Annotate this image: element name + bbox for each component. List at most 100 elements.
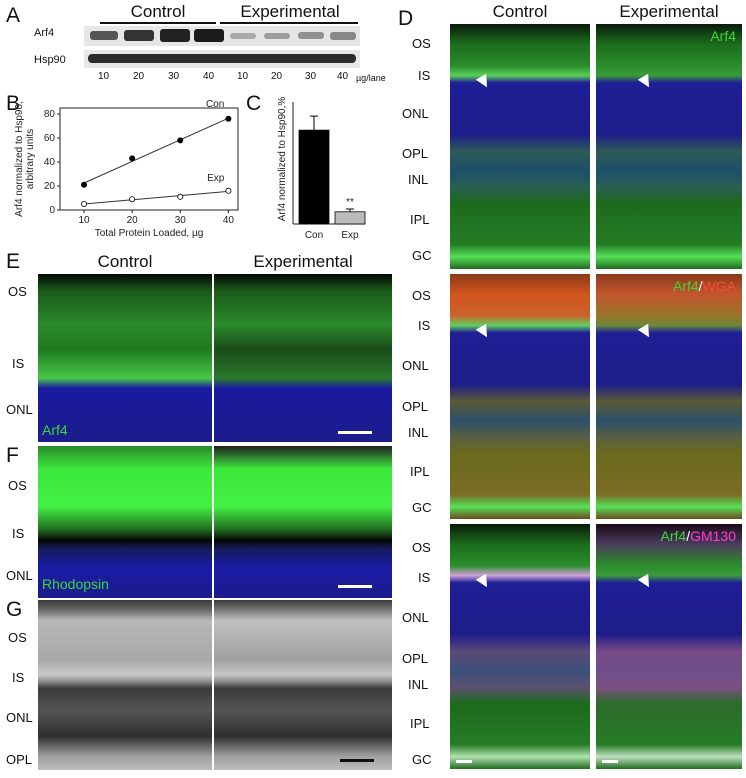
blot-lane-label: 10: [237, 71, 249, 82]
layer-label: OPL: [402, 651, 429, 666]
category-label: Con: [305, 230, 323, 241]
y-tick-label: 20: [44, 181, 56, 192]
bar: [334, 211, 366, 225]
layer-label: ONL: [402, 610, 429, 625]
micrograph-e-experimental: [214, 274, 392, 442]
layer-label: IS: [418, 318, 431, 333]
layer-label: OPL: [402, 146, 429, 161]
blot-group-experimental: Experimental: [240, 2, 340, 21]
stain-label-arf4: Arf4: [42, 422, 68, 438]
layer-label: GC: [412, 248, 432, 263]
scale-bar: [602, 760, 618, 763]
micrograph-g-experimental: [214, 600, 392, 770]
layer-label: IS: [12, 526, 25, 541]
micrograph-d-control-arf4: [450, 24, 590, 269]
panel-label-g: G: [6, 598, 23, 621]
y-tick-label: 60: [44, 133, 56, 144]
stain-label-arf4: Arf4: [710, 28, 736, 44]
x-tick-label: 10: [78, 215, 90, 226]
blot-hsp90-strip: [84, 50, 360, 68]
micrograph-d-experimental-arf4: Arf4: [596, 24, 742, 269]
y-axis-label: Arf4 normalized to Hsp90,: [14, 101, 25, 217]
layer-label: ONL: [6, 402, 33, 417]
x-axis-label: Total Protein Loaded, µg: [95, 228, 204, 239]
micrograph-d-control-arf4-gm130: [450, 524, 590, 769]
y-axis-label: arbitrary units: [25, 129, 36, 190]
layer-label: OS: [412, 288, 431, 303]
blot-row-hsp90-label: Hsp90: [34, 54, 66, 66]
data-point: [129, 196, 136, 203]
layer-label: IS: [418, 570, 431, 585]
panel-d-header-experimental: Experimental: [619, 2, 719, 21]
layer-label: IS: [12, 356, 25, 371]
layer-label: OS: [8, 630, 27, 645]
arrowhead-icon: [637, 573, 655, 591]
micrograph-d-experimental-arf4-gm130: Arf4/GM130: [596, 524, 742, 769]
arrowhead-icon: [475, 73, 493, 91]
x-tick-label: 20: [127, 215, 139, 226]
layer-label: GC: [412, 500, 432, 515]
micrograph-g-control: [38, 600, 212, 770]
blot-group-control-line: [100, 22, 216, 24]
layer-label: IPL: [410, 464, 430, 479]
layer-label: INL: [408, 677, 429, 692]
blot-lane-label: 30: [305, 71, 317, 82]
layer-label: OPL: [6, 752, 33, 767]
stain-label-arf4-wga: Arf4/WGA: [672, 278, 736, 294]
blot-lane-label: 40: [203, 71, 215, 82]
layer-label: ONL: [402, 106, 429, 121]
layer-label: IS: [12, 670, 25, 685]
chart-b: 0 20 40 60 80 10 20 30 40 Total Protein Loaded, µ…: [14, 99, 239, 239]
layer-label: GC: [412, 752, 432, 767]
blot-lane-label: 10: [98, 71, 110, 82]
data-point: [177, 137, 184, 144]
layer-label: OPL: [402, 399, 429, 414]
data-point: [129, 155, 136, 162]
blot-lane-labels: 10 20 30 40 10 20 30 40: [84, 71, 384, 85]
micrograph-e-control: Arf4: [38, 274, 212, 442]
scale-bar: [340, 759, 374, 762]
y-axis-label: Arf4 normalized to Hsp90,%: [277, 97, 288, 222]
layer-label: ONL: [402, 358, 429, 373]
plot-frame: [59, 107, 239, 211]
panel-label-b: B: [6, 92, 21, 115]
bar: [298, 129, 330, 225]
panel-label-f: F: [6, 444, 19, 467]
layer-label: IPL: [410, 716, 430, 731]
significance-label: **: [346, 197, 354, 208]
panel-label-e: E: [6, 250, 21, 273]
blot-lane-label: 20: [133, 71, 145, 82]
panel-label-d: D: [398, 7, 414, 30]
layer-label: OS: [412, 36, 431, 51]
arrowhead-icon: [475, 323, 493, 341]
arrowhead-icon: [475, 573, 493, 591]
trend-line: [83, 117, 229, 184]
stain-label-arf4-gm130: Arf4/GM130: [660, 528, 737, 544]
scale-bar: [338, 431, 372, 434]
chart-c: Arf4 normalized to Hsp90,% Con Exp **: [277, 97, 366, 241]
micrograph-d-control-arf4-wga: [450, 274, 590, 519]
layer-label: ONL: [6, 710, 33, 725]
data-point: [81, 201, 88, 208]
x-tick-label: 30: [175, 215, 187, 226]
blot-group-control: Control: [130, 2, 186, 21]
panel-d-header-control: Control: [492, 2, 548, 21]
panel-e-header-control: Control: [97, 252, 153, 271]
data-point: [225, 115, 232, 122]
panel-label-a: A: [6, 4, 21, 27]
layer-label: IS: [418, 68, 431, 83]
panel-e-header-experimental: Experimental: [253, 252, 353, 271]
stain-label-rhodopsin: Rhodopsin: [42, 576, 109, 592]
layer-label: INL: [408, 172, 429, 187]
micrograph-d-experimental-arf4-wga: Arf4/WGA: [596, 274, 742, 519]
blot-unit-label: µg/lane: [356, 73, 386, 83]
scale-bar: [338, 585, 372, 588]
layer-label: OS: [412, 540, 431, 555]
layer-label: OS: [8, 284, 27, 299]
layer-label: OS: [8, 478, 27, 493]
y-tick-label: 40: [44, 157, 56, 168]
blot-arf4-strip: [84, 26, 360, 46]
y-tick-label: 0: [49, 205, 55, 216]
blot-lane-label: 20: [271, 71, 283, 82]
data-point: [81, 181, 88, 188]
